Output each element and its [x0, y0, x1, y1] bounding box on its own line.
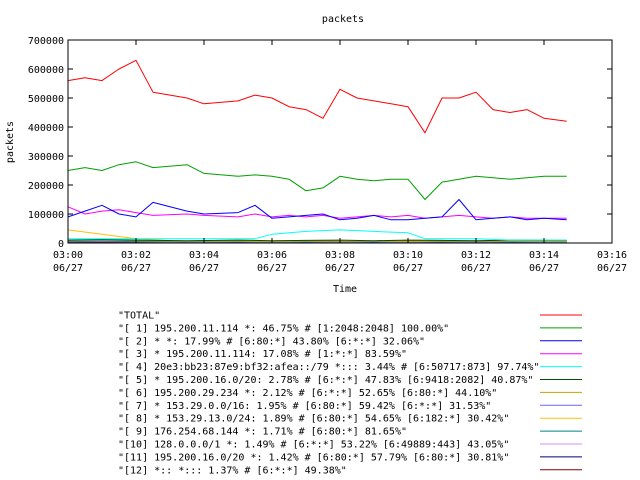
legend-entry-label: "[12] *:: *::: 1.37% # [6:*:*] 49.38%" [118, 465, 347, 476]
plot-area [67, 59, 567, 244]
series-line-2 [67, 199, 567, 221]
x-tick-time-label: 03:00 [53, 250, 83, 261]
plot-frame [67, 39, 613, 244]
y-tick-label: 100000 [28, 210, 64, 221]
x-tick-time-label: 03:06 [257, 250, 287, 261]
axes: 0 100000 200000 300000 400000 500000 600000 700… [28, 36, 627, 274]
series-line-4 [68, 229, 567, 241]
legend-entry-label: "[10] 128.0.0.0/1 *: 1.49% # [6:*:*] 53.… [118, 440, 509, 451]
legend-entry-label: "[ 2] * *: 17.99% # [6:80:*] 43.80% [6:*… [118, 336, 425, 347]
series-line-5 [67, 239, 567, 242]
series-line-3 [67, 206, 567, 219]
x-tick-date-label: 06/27 [529, 263, 559, 274]
y-tick-label: 700000 [28, 36, 64, 47]
x-tick-date-label: 06/27 [597, 263, 627, 274]
x-tick-date-label: 06/27 [393, 263, 423, 274]
x-tick-date-label: 06/27 [53, 263, 83, 274]
x-tick-date-label: 06/27 [461, 263, 491, 274]
y-tick-label: 200000 [28, 181, 64, 192]
legend-entry-label: "[ 7] * 153.29.0.0/16: 1.95% # [6:80:*] … [118, 401, 491, 412]
y-axis-label: packets [5, 121, 16, 163]
x-tick-time-label: 03:02 [121, 250, 151, 261]
legend-entry-label: "[11] 195.200.16.0/20 *: 1.42% # [6:80:*… [118, 452, 509, 463]
x-axis-label: Time [333, 284, 357, 295]
y-tick-label: 500000 [28, 94, 64, 105]
x-tick-date-label: 06/27 [257, 263, 287, 274]
legend-entry-label: "[ 5] * 195.200.16.0/20: 2.78% # [6:*:*]… [118, 375, 533, 386]
series-line-0 [67, 59, 567, 134]
legend-entry-label: "TOTAL" [118, 311, 160, 322]
y-tick-label: 0 [58, 239, 64, 250]
x-tick-date-label: 06/27 [121, 263, 151, 274]
legend-entry-label: "[ 6] 195.200.29.234 *: 2.12% # [6:*:*] … [118, 388, 497, 399]
x-tick-time-label: 03:16 [597, 250, 627, 261]
legend-entry-label: "[ 1] 195.200.11.114 *: 46.75% # [1:2048… [118, 323, 449, 334]
legend-entry-label: "[ 9] 176.254.68.144 *: 1.71% # [6:80:*]… [118, 427, 407, 438]
legend-entry-label: "[ 3] * 195.200.11.114: 17.08% # [1:*:*]… [118, 349, 407, 360]
y-tick-label: 600000 [28, 65, 64, 76]
x-tick-time-label: 03:04 [189, 250, 219, 261]
y-tick-label: 300000 [28, 152, 64, 163]
legend-entry-label: "[ 8] * 153.29.13.0/24: 1.89% # [6:80:*]… [118, 414, 509, 425]
x-tick-time-label: 03:14 [529, 250, 559, 261]
legend-entry-label: "[ 4] 20e3:bb23:87e9:bf32:afea::/79 *:::… [118, 362, 539, 373]
chart-title: packets [322, 14, 364, 25]
series-line-1 [67, 161, 567, 200]
series-line-6 [67, 239, 567, 242]
x-tick-time-label: 03:08 [325, 250, 355, 261]
x-tick-date-label: 06/27 [325, 263, 355, 274]
legend: "TOTAL""[ 1] 195.200.11.114 *: 46.75% # … [118, 311, 582, 476]
x-tick-date-label: 06/27 [189, 263, 219, 274]
y-tick-label: 400000 [28, 123, 64, 134]
x-tick-time-label: 03:12 [461, 250, 491, 261]
x-tick-time-label: 03:10 [393, 250, 423, 261]
